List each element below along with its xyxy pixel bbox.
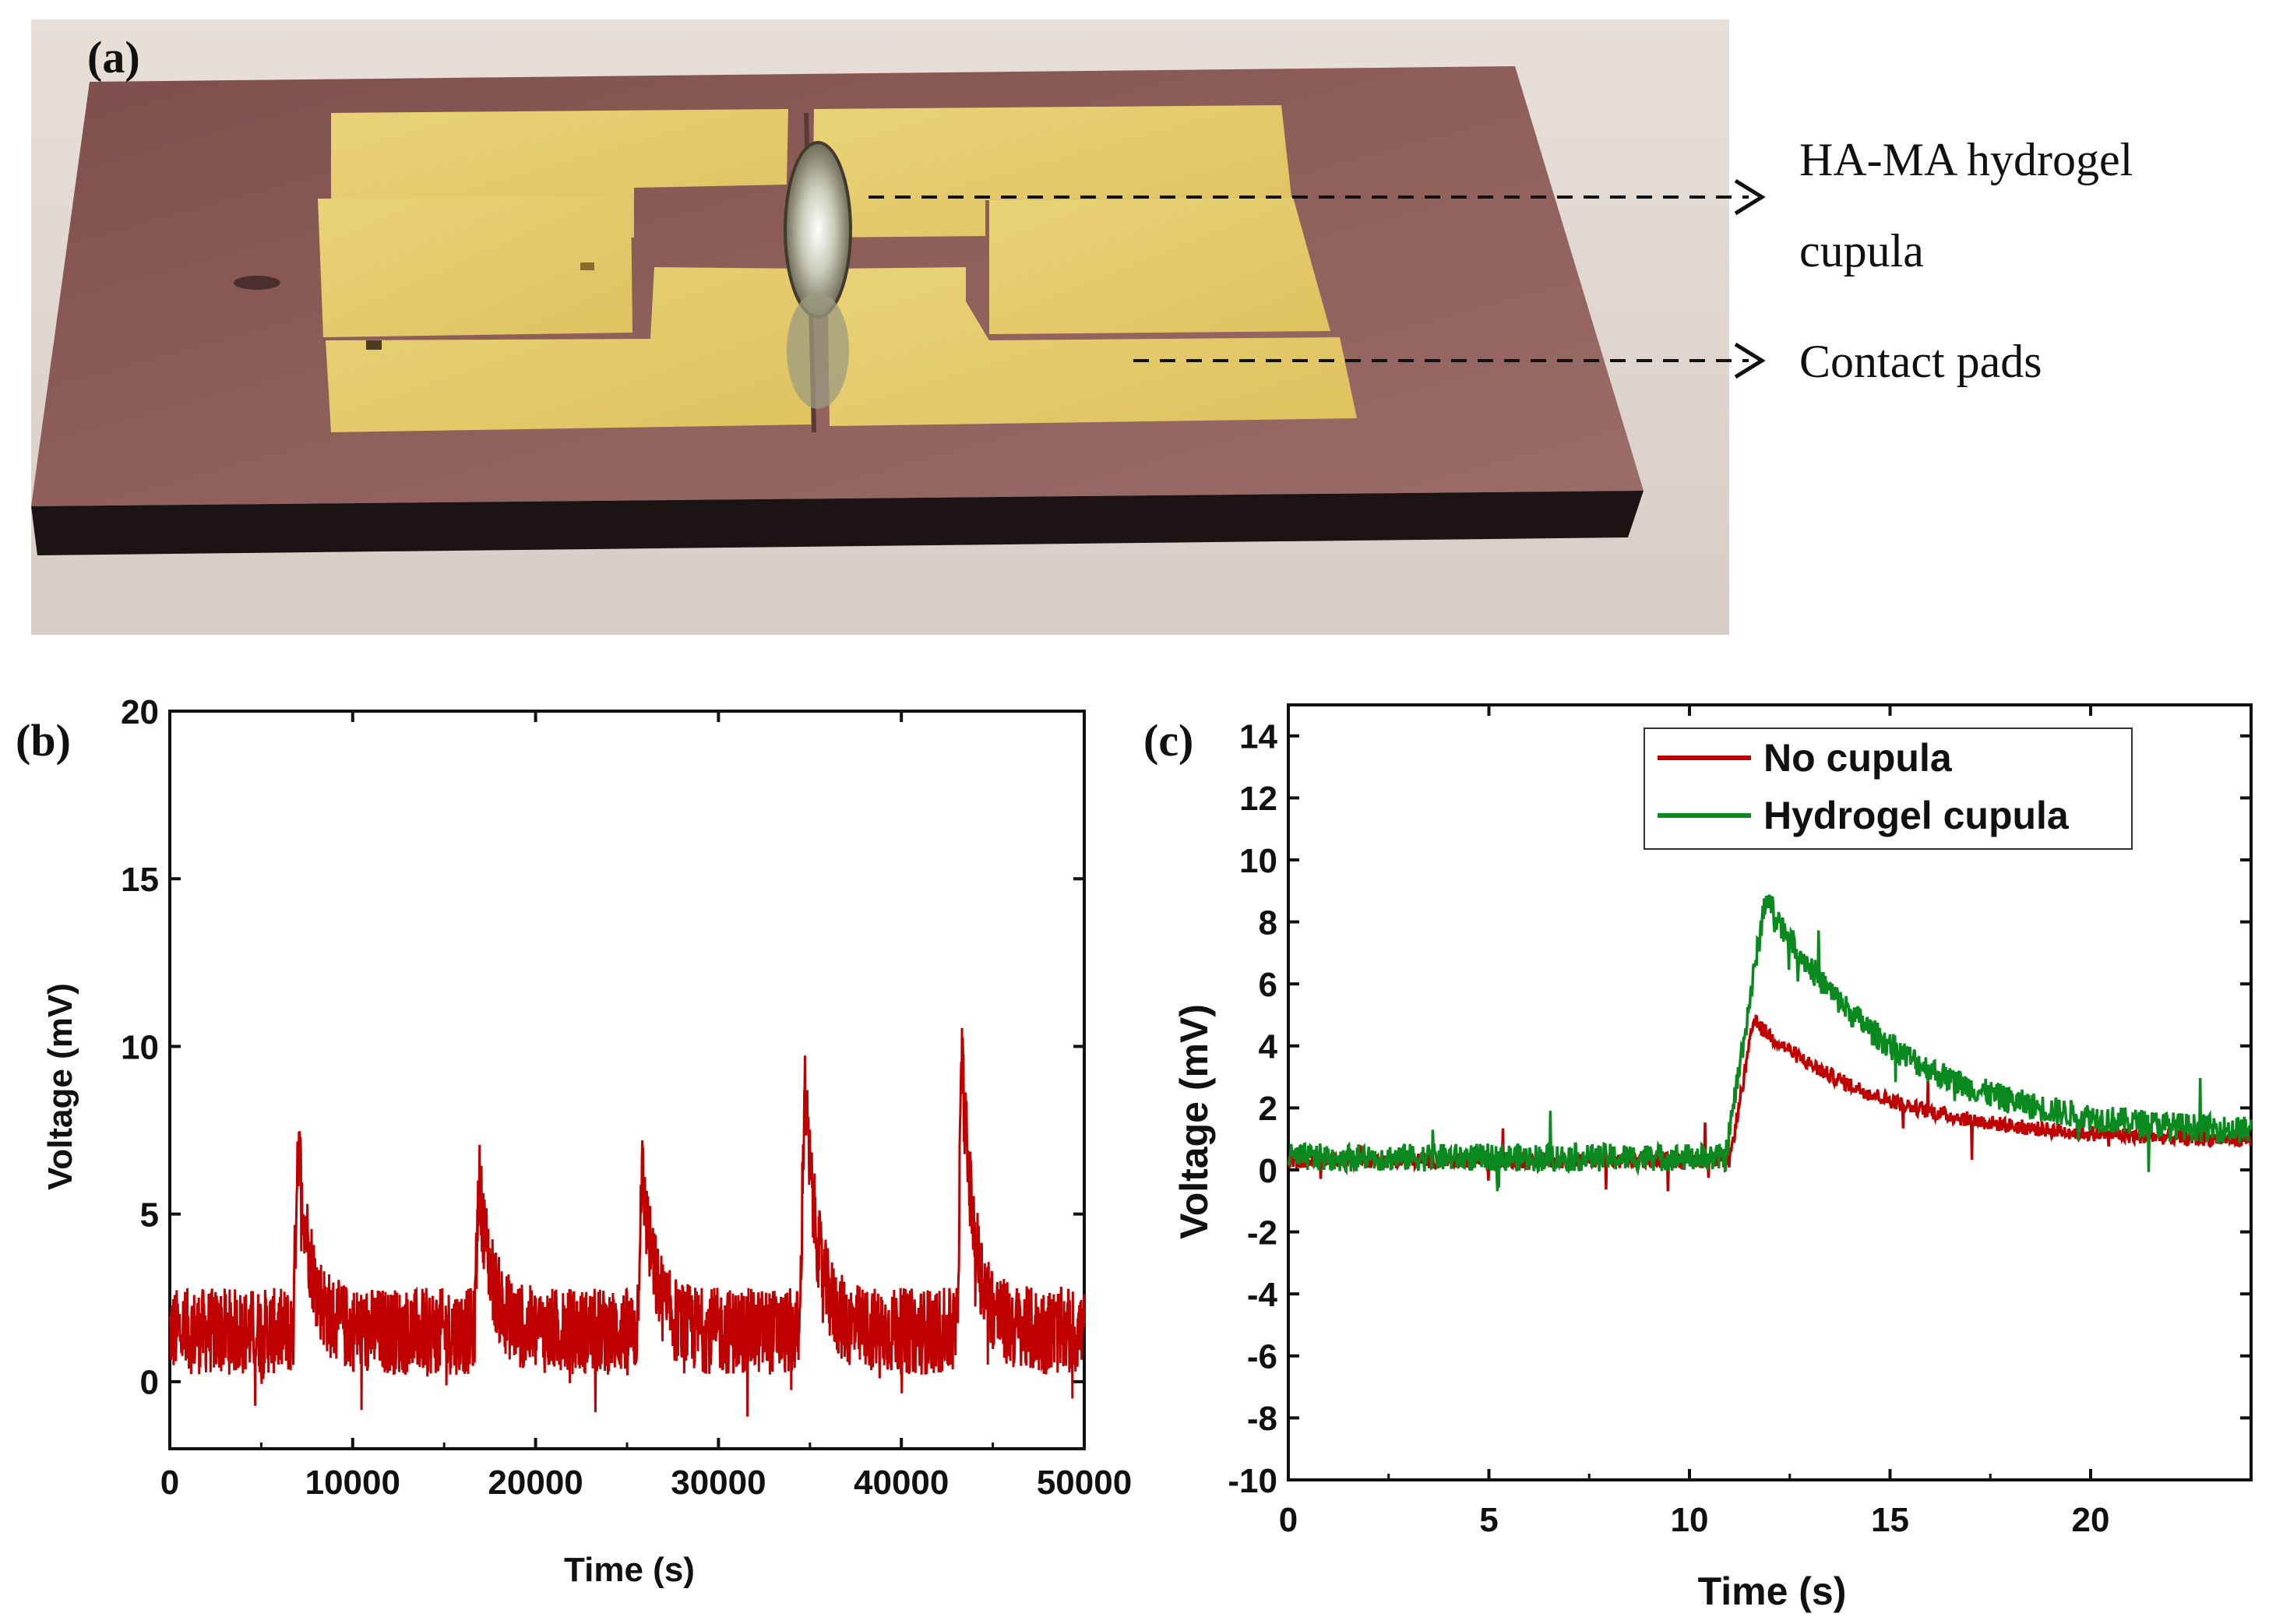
series-line-voltage (168, 1027, 1086, 1417)
substrate-edge (31, 491, 1644, 555)
chart-c-legend: No cupula Hydrogel cupula (1644, 727, 2133, 850)
y-tick-label: 20 (121, 693, 159, 731)
chart-c: (c) 0 5 10 15 20 -10 -8 -6 -4 -2 0 2 4 6 8 10 12 14 Time … (1143, 703, 2253, 1613)
panel-a-annotations: HA-MA hydrogel cupula Contact pads (868, 134, 2133, 387)
x-tick-label: 15 (1871, 1501, 1909, 1539)
y-tick-label: 14 (1239, 718, 1277, 756)
x-tick-label: 0 (160, 1464, 179, 1502)
pad-spot (366, 340, 382, 350)
pads-arrow-head (1734, 342, 1766, 379)
cupula-annotation-line1: HA-MA hydrogel (1799, 134, 2133, 185)
x-tick-label: 10 (1671, 1501, 1709, 1539)
substrate-spot (234, 276, 280, 290)
y-tick-label: 10 (121, 1028, 159, 1066)
cupula-annotation-line2: cupula (1799, 225, 1924, 277)
legend-label-hydrogel: Hydrogel cupula (1763, 794, 2070, 837)
y-tick-label: 2 (1259, 1090, 1277, 1128)
y-tick-label: -2 (1247, 1214, 1277, 1252)
chart-b-ylabel: Voltage (mV) (41, 983, 79, 1190)
gold-pad-left (318, 197, 632, 337)
panel-a-label: (a) (87, 32, 140, 83)
chart-c-xlabel: Time (s) (1698, 1569, 1847, 1613)
x-tick-label: 5 (1479, 1501, 1498, 1539)
legend-box (1644, 727, 2133, 850)
y-tick-label: -10 (1228, 1462, 1277, 1500)
y-tick-label: 0 (1259, 1152, 1277, 1190)
y-tick-label: 5 (140, 1196, 159, 1235)
series-line-hydrogel-cupula (1287, 894, 2253, 1192)
chart-b: (b) 0 10000 20000 30000 40000 50000 0 5 10 15 20 T… (16, 693, 1132, 1589)
x-tick-label: 0 (1279, 1501, 1298, 1539)
y-tick-label: 8 (1259, 904, 1277, 942)
y-tick-label: 12 (1239, 780, 1277, 818)
gold-pad-right (989, 197, 1330, 334)
chart-c-ylabel: Voltage (mV) (1172, 1004, 1216, 1239)
chart-b-xlabel: Time (s) (564, 1551, 695, 1589)
y-tick-label: 0 (140, 1364, 159, 1402)
panel-b-label: (b) (16, 715, 71, 766)
y-tick-label: 15 (121, 861, 159, 899)
gold-pad-bottom-left (326, 267, 812, 432)
y-tick-label: 6 (1259, 966, 1277, 1004)
pads-annotation: Contact pads (1799, 336, 2042, 387)
x-tick-label: 50000 (1037, 1464, 1132, 1502)
gold-pad-top-right (812, 105, 1291, 238)
y-tick-label: -6 (1247, 1338, 1277, 1376)
pad-spot-2 (580, 262, 594, 270)
plot-frame (1287, 703, 2253, 1481)
gold-pad-bottom-right (827, 267, 1357, 426)
y-tick-label: 10 (1239, 842, 1277, 880)
x-tick-label: 10000 (305, 1464, 400, 1502)
y-tick-label: -8 (1247, 1400, 1277, 1438)
panel-c-label: (c) (1143, 715, 1193, 766)
y-tick-label: 4 (1259, 1028, 1278, 1066)
x-tick-label: 30000 (671, 1464, 766, 1502)
y-tick-label: -4 (1247, 1276, 1278, 1314)
hydrogel-reflection (787, 292, 849, 409)
device-photo: (a) (31, 19, 1729, 635)
legend-label-no-cupula: No cupula (1763, 736, 1953, 780)
cupula-arrow-head (1734, 178, 1766, 216)
x-tick-label: 20000 (488, 1464, 583, 1502)
x-tick-label: 20 (2072, 1501, 2110, 1539)
x-tick-label: 40000 (854, 1464, 949, 1502)
